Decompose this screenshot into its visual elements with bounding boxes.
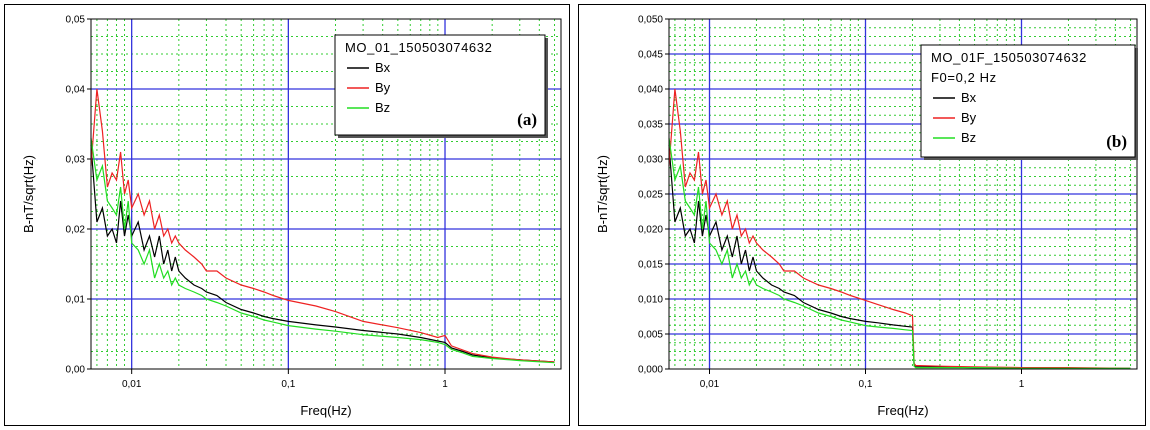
y-tick-label: 0,050 [638,15,663,26]
chart-panel-a: 0,00 0,01 0,02 0,03 0,04 0,05 0,01 0,1 1 Freq(Hz)… [4,4,570,426]
y-tick-label: 0,030 [638,155,663,166]
legend-title: F0=0,2 Hz [931,70,997,85]
legend: MO_01_150503074632 Bx By Bz (a) [334,34,548,138]
series-line-by [90,88,555,363]
legend-label-bx: Bx [375,60,391,75]
legend-title: MO_01_150503074632 [345,40,492,55]
series-line-bz [668,137,1131,369]
y-axis-label: B-nT/sqrt(Hz) [21,155,36,233]
panel-label: (b) [1106,132,1127,151]
y-tick-label: 0,015 [638,260,663,271]
x-axis-label: Freq(Hz) [300,403,351,418]
legend-box [334,34,546,136]
chart-panel-b: 0,000 0,005 0,010 0,015 0,020 0,025 0,030 0,035… [578,4,1146,426]
legend-label-bz: Bz [375,100,390,115]
chart-b-svg: 0,000 0,005 0,010 0,015 0,020 0,025 0,030 0,035… [595,15,1138,418]
x-tick-label: 0,01 [122,379,142,390]
y-tick-label: 0,045 [638,50,663,61]
y-tick-label: 0,040 [638,85,663,96]
legend-label-by: By [375,80,391,95]
y-tick-label: 0,05 [66,15,86,26]
x-tick-label: 1 [442,379,448,390]
y-tick-label: 0,025 [638,190,663,201]
x-axis-label: Freq(Hz) [877,403,928,418]
y-tick-label: 0,035 [638,120,663,131]
panel-label: (a) [517,110,537,129]
legend-label-bz: Bz [961,130,976,145]
series-group [668,88,1131,369]
chart-a-svg: 0,00 0,01 0,02 0,03 0,04 0,05 0,01 0,1 1 Freq(Hz)… [21,15,562,418]
series-line-bx [90,144,555,363]
plot-frame [90,18,562,370]
y-tick-label: 0,010 [638,295,663,306]
y-axis-label: B-nT/sqrt(Hz) [595,155,610,233]
legend-label-by: By [961,110,977,125]
x-tick-label: 1 [1019,379,1025,390]
series-line-by [668,88,1131,369]
legend-title: MO_01F_150503074632 [931,50,1087,65]
y-tick-label: 0,02 [66,225,86,236]
x-tick-label: 0,01 [700,379,720,390]
legend-label-bx: Bx [961,90,977,105]
y-tick-label: 0,005 [638,330,663,341]
y-tick-label: 0,020 [638,225,663,236]
y-tick-label: 0,000 [638,365,663,376]
series-group [90,88,555,364]
legend-box [920,44,1136,158]
x-tick-label: 0,1 [281,379,295,390]
y-tick-label: 0,00 [66,365,86,376]
y-tick-label: 0,01 [66,295,86,306]
y-tick-label: 0,04 [66,85,86,96]
y-tick-label: 0,03 [66,155,86,166]
series-line-bz [90,137,555,364]
legend: MO_01F_150503074632 F0=0,2 Hz Bx By Bz (b) [920,44,1138,160]
major-grid [91,19,561,369]
x-tick-label: 0,1 [859,379,873,390]
